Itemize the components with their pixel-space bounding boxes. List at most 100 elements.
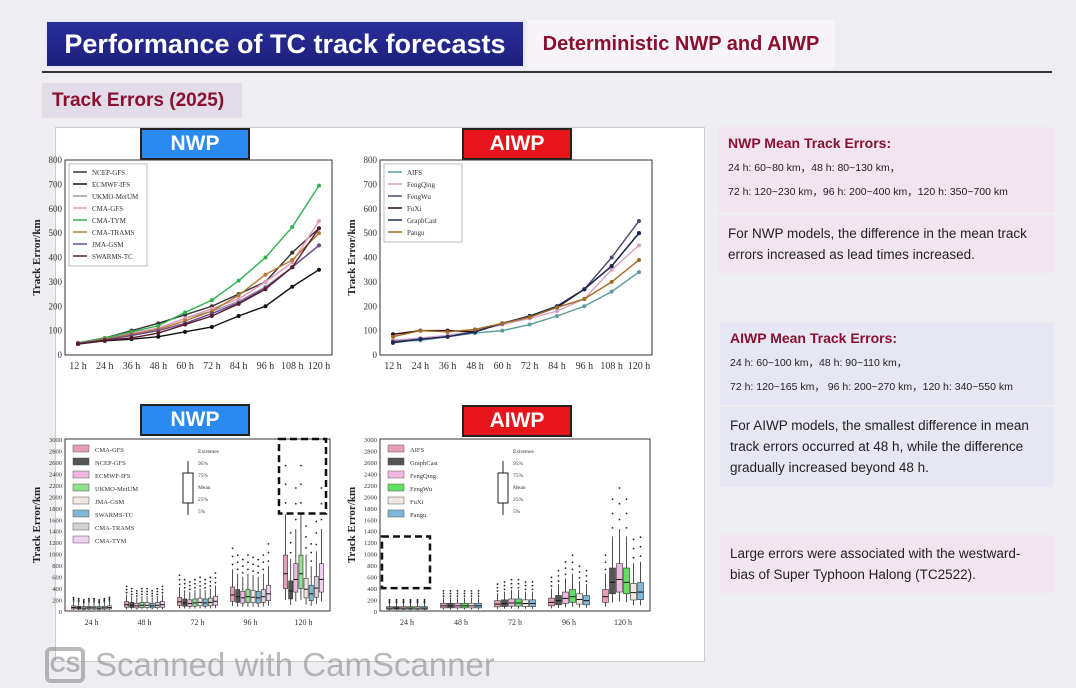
outlier-point (108, 600, 111, 602)
data-point (317, 243, 321, 248)
y-tick-label: 2200 (364, 483, 377, 490)
outlier-point (423, 600, 426, 603)
data-point (236, 296, 241, 301)
outlier-point (571, 561, 574, 564)
outlier-point (188, 581, 191, 583)
data-point (317, 183, 321, 188)
outlier-point (442, 592, 445, 595)
outlier-point (585, 580, 588, 582)
legend-swatch (72, 457, 90, 466)
outlier-point (183, 586, 186, 589)
box-legend-label: 95% (513, 461, 524, 467)
outlier-point (72, 596, 75, 599)
x-tick-label: 96 h (576, 361, 594, 372)
box-legend-label: 25% (513, 497, 524, 503)
nwp-summary-line1: 24 h: 60~80 km，48 h: 80~130 km， (728, 162, 901, 174)
y-tick-label: 2400 (364, 471, 377, 478)
legend-label: FengQing (407, 181, 436, 189)
nwp-conclusion: For NWP models, the difference in the me… (718, 215, 1054, 273)
outlier-point (247, 568, 249, 571)
outlier-point (416, 600, 419, 603)
watermark-text: Scanned with CamScanner (95, 646, 495, 683)
outlier-point (571, 554, 574, 556)
legend-label: FengQing (410, 473, 437, 480)
outlier-point (409, 601, 412, 604)
box-legend-label: 75% (198, 473, 209, 479)
outlier-point (524, 588, 527, 591)
box-ecmwf-ifs (293, 563, 299, 593)
outlier-point (178, 583, 181, 586)
outlier-point (183, 582, 186, 585)
y-tick-label: 300 (49, 277, 63, 287)
outlier-point (618, 502, 621, 505)
box-legend-label: 5% (198, 509, 206, 515)
data-point (555, 309, 559, 314)
legend-label: GraphCast (410, 460, 438, 467)
outlier-point (204, 578, 207, 581)
legend-label: GraphCast (407, 217, 437, 225)
outlier-point (231, 563, 234, 566)
y-tick-label: 1200 (364, 540, 377, 547)
data-point (263, 255, 268, 260)
outlier-point (156, 590, 159, 593)
halong-note-text: Large errors were associated with the we… (730, 546, 1021, 582)
outlier-point (416, 598, 419, 601)
outlier-point (146, 590, 148, 593)
outlier-point (88, 597, 90, 600)
outlier-point (146, 593, 148, 596)
y-axis-label: Track Error/km (31, 219, 43, 295)
outlier-point (209, 576, 212, 579)
outlier-point (93, 599, 95, 602)
outlier-point (252, 570, 254, 572)
outlier-point (257, 571, 260, 574)
outlier-point (463, 592, 466, 595)
data-point (129, 335, 134, 340)
data-point (637, 218, 641, 223)
outlier-point (194, 578, 196, 581)
outlier-point (161, 585, 164, 588)
outlier-point (477, 592, 480, 595)
outlier-point (456, 592, 459, 595)
outlier-point (252, 563, 254, 566)
outlier-point (578, 576, 581, 579)
legend-label: SWARMS-TC (95, 512, 133, 519)
data-point (209, 324, 214, 329)
divider (42, 71, 1052, 73)
x-tick-label: 48 h (454, 618, 468, 627)
y-tick-label: 600 (364, 204, 378, 214)
series-line-swarms-tc (77, 227, 320, 345)
legend-label: UKMO-MetUM (95, 486, 138, 493)
outlier-point (284, 464, 287, 467)
outlier-point (98, 601, 101, 604)
data-point (418, 337, 423, 342)
box-legend-label: Mean (513, 485, 526, 491)
data-point (473, 327, 477, 332)
aiwp-line-tag: AIWP (462, 128, 572, 160)
legend-swatch (72, 444, 90, 453)
aiwp-conclusion: For AIWP models, the smallest difference… (720, 407, 1054, 487)
outlier-point (88, 599, 90, 602)
y-tick-label: 1000 (364, 552, 377, 559)
outlier-point (310, 551, 313, 554)
outlier-point (231, 555, 234, 558)
data-point (317, 231, 321, 236)
box-pangu (583, 595, 590, 606)
box-aifs (602, 589, 609, 603)
outlier-point (517, 582, 520, 585)
box-legend-label: 5% (513, 509, 521, 515)
y-tick-label: 400 (364, 253, 378, 263)
x-tick-label: 24 h (412, 361, 430, 372)
y-tick-label: 600 (49, 204, 63, 214)
outlier-point (402, 601, 405, 604)
aiwp-conclusion-text: For AIWP models, the smallest difference… (730, 418, 1029, 475)
box-ecmwf-ifs (240, 590, 246, 604)
box-swarms-tc (308, 584, 314, 601)
box-cma-tym (266, 584, 271, 601)
outlier-point (320, 502, 323, 505)
data-point (317, 226, 321, 231)
outlier-point (449, 592, 452, 595)
box-graphcast (555, 595, 562, 606)
outlier-point (125, 588, 128, 591)
legend-swatch (72, 496, 90, 505)
data-point (609, 289, 614, 294)
